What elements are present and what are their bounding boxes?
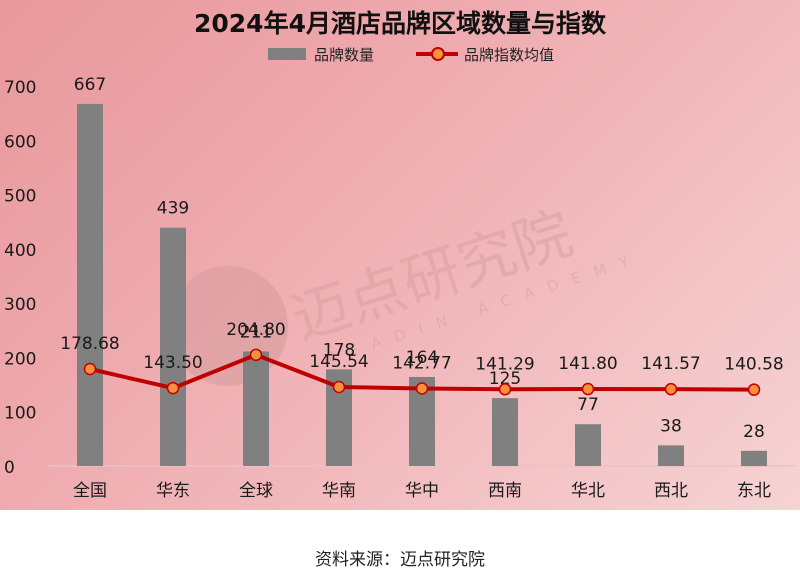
line-series: [83, 348, 761, 396]
line-value-label: 141.80: [558, 354, 617, 374]
line-marker-icon: [83, 362, 97, 376]
bar: [160, 227, 186, 466]
x-tick-label: 西北: [654, 481, 688, 501]
legend-item-line: 品牌指数均值: [416, 42, 554, 66]
x-tick-label: 华中: [405, 481, 439, 501]
line-value-label: 142.77: [392, 353, 451, 373]
bar-value-label: 178: [323, 340, 355, 360]
legend-item-bar: 品牌数量: [268, 42, 374, 66]
y-tick-label: 400: [4, 241, 36, 261]
line-marker-icon: [747, 383, 761, 396]
bar-value-label: 38: [660, 416, 682, 436]
x-axis: 全国 华东 全球 华南 华中 西南 华北 西北 东北: [73, 481, 771, 501]
x-tick-label: 西南: [488, 481, 522, 501]
chart-plot-area: 迈点研究院 MEADIN ACADEMY 0100200300400500600…: [4, 75, 795, 501]
chart-title: 2024年4月酒店品牌区域数量与指数: [194, 9, 606, 38]
line-marker-icon: [166, 381, 180, 395]
line-value-label: 141.29: [475, 354, 534, 374]
bar-value-label: 164: [406, 348, 438, 368]
x-tick-label: 华东: [156, 481, 190, 501]
bar-swatch-icon: [268, 48, 306, 60]
source-caption: 资料来源：迈点研究院: [315, 550, 485, 570]
y-axis: 0 100 200 300 400 500 600 700: [4, 78, 36, 478]
y-tick-label: 200: [4, 349, 36, 369]
bar-value-label: 125: [489, 369, 521, 389]
legend-line-label: 品牌指数均值: [464, 45, 555, 64]
bar: [658, 445, 684, 466]
line-value-label: 143.50: [143, 353, 202, 373]
y-tick-label: 300: [4, 295, 36, 315]
line-marker-icon: [581, 382, 595, 396]
bar-value-label: 439: [157, 199, 189, 219]
line-marker-icon: [415, 382, 429, 395]
bar-value-label: 667: [74, 75, 106, 95]
legend-bar-label: 品牌数量: [314, 45, 375, 64]
line-value-label: 145.54: [309, 352, 368, 372]
line-marker-icon: [249, 348, 263, 362]
line-value-label: 140.58: [724, 355, 783, 375]
line-value-label: 178.68: [60, 334, 119, 354]
y-tick-label: 600: [4, 132, 36, 152]
x-tick-label: 全球: [239, 481, 273, 501]
y-tick-label: 500: [4, 187, 36, 207]
line-marker-icon: [332, 380, 346, 394]
bar: [243, 351, 269, 466]
bar-value-label: 211: [240, 322, 272, 342]
bar: [575, 424, 601, 466]
y-tick-label: 700: [4, 78, 36, 98]
bar-value-label: 28: [743, 422, 765, 442]
y-tick-label: 0: [4, 458, 15, 478]
line-marker-icon: [498, 383, 512, 396]
line-value-label: 141.57: [641, 354, 700, 374]
bar: [77, 103, 103, 467]
chart-panel: 2024年4月酒店品牌区域数量与指数 品牌数量 品牌指数均值 迈点研究院 MEA…: [0, 0, 800, 510]
line-value-label: 204.80: [226, 320, 285, 340]
line-data-labels: 178.68 143.50 204.80 145.54 142.77 141.29 141.…: [60, 320, 783, 375]
bar: [741, 450, 767, 466]
x-tick-label: 东北: [737, 481, 771, 501]
x-tick-label: 华南: [322, 481, 356, 501]
bar-value-label: 77: [577, 395, 599, 415]
chart-legend: 品牌数量 品牌指数均值: [0, 42, 800, 66]
x-tick-label: 全国: [73, 481, 107, 501]
y-tick-label: 100: [4, 404, 36, 424]
x-tick-label: 华北: [571, 481, 605, 501]
bar: [492, 398, 518, 466]
bar-data-labels: 667 439 211 178 164 125 77 38 28: [74, 75, 765, 442]
bar-series: [77, 103, 767, 467]
line-marker-swatch-icon: [416, 47, 458, 61]
line-marker-icon: [664, 382, 678, 396]
